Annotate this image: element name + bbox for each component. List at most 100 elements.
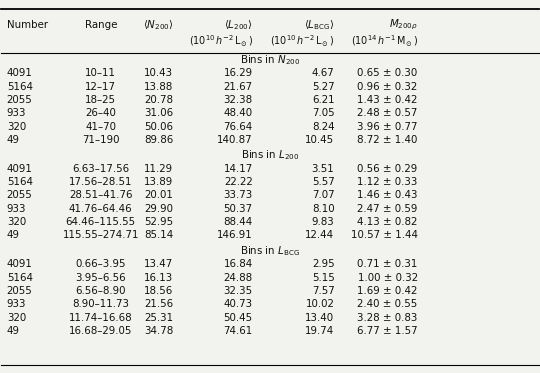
Text: 14.17: 14.17 bbox=[224, 164, 253, 174]
Text: $\langle L_{\rm BCG}\rangle$: $\langle L_{\rm BCG}\rangle$ bbox=[304, 18, 334, 32]
Text: 4091: 4091 bbox=[7, 68, 32, 78]
Text: 7.05: 7.05 bbox=[312, 108, 334, 118]
Text: Number: Number bbox=[7, 20, 48, 30]
Text: 1.69 ± 0.42: 1.69 ± 0.42 bbox=[357, 286, 418, 296]
Text: 49: 49 bbox=[7, 231, 20, 240]
Text: Bins in $L_{200}$: Bins in $L_{200}$ bbox=[241, 148, 299, 162]
Text: $\langle L_{200}\rangle$: $\langle L_{200}\rangle$ bbox=[224, 18, 253, 32]
Text: $(10^{10}\,h^{-2}\,\mathrm{L}_\odot)$: $(10^{10}\,h^{-2}\,\mathrm{L}_\odot)$ bbox=[188, 33, 253, 49]
Text: 89.86: 89.86 bbox=[144, 135, 173, 145]
Text: 76.64: 76.64 bbox=[224, 122, 253, 132]
Text: 6.56–8.90: 6.56–8.90 bbox=[76, 286, 126, 296]
Text: 34.78: 34.78 bbox=[144, 326, 173, 336]
Text: 18.56: 18.56 bbox=[144, 286, 173, 296]
Text: 20.78: 20.78 bbox=[144, 95, 173, 105]
Text: 7.07: 7.07 bbox=[312, 190, 334, 200]
Text: 25.31: 25.31 bbox=[144, 313, 173, 323]
Text: 2.47 ± 0.59: 2.47 ± 0.59 bbox=[357, 204, 418, 214]
Text: $(10^{14}\,h^{-1}\,\mathrm{M}_\odot)$: $(10^{14}\,h^{-1}\,\mathrm{M}_\odot)$ bbox=[350, 33, 418, 49]
Text: 320: 320 bbox=[7, 122, 26, 132]
Text: 320: 320 bbox=[7, 313, 26, 323]
Text: 10.02: 10.02 bbox=[306, 299, 334, 309]
Text: 4091: 4091 bbox=[7, 164, 32, 174]
Text: 0.56 ± 0.29: 0.56 ± 0.29 bbox=[357, 164, 418, 174]
Text: 50.45: 50.45 bbox=[224, 313, 253, 323]
Text: 16.68–29.05: 16.68–29.05 bbox=[69, 326, 132, 336]
Text: 29.90: 29.90 bbox=[144, 204, 173, 214]
Text: 74.61: 74.61 bbox=[224, 326, 253, 336]
Text: 2.95: 2.95 bbox=[312, 259, 334, 269]
Text: 0.71 ± 0.31: 0.71 ± 0.31 bbox=[357, 259, 418, 269]
Text: 115.55–274.71: 115.55–274.71 bbox=[63, 231, 139, 240]
Text: Bins in $N_{200}$: Bins in $N_{200}$ bbox=[240, 53, 300, 67]
Text: 5164: 5164 bbox=[7, 82, 33, 91]
Text: 10.57 ± 1.44: 10.57 ± 1.44 bbox=[351, 231, 418, 240]
Text: 933: 933 bbox=[7, 108, 26, 118]
Text: 10–11: 10–11 bbox=[85, 68, 116, 78]
Text: 33.73: 33.73 bbox=[224, 190, 253, 200]
Text: 11.74–16.68: 11.74–16.68 bbox=[69, 313, 133, 323]
Text: 8.24: 8.24 bbox=[312, 122, 334, 132]
Text: 21.56: 21.56 bbox=[144, 299, 173, 309]
Text: 4091: 4091 bbox=[7, 259, 32, 269]
Text: 8.10: 8.10 bbox=[312, 204, 334, 214]
Text: 16.13: 16.13 bbox=[144, 273, 173, 283]
Text: 10.43: 10.43 bbox=[144, 68, 173, 78]
Text: 40.73: 40.73 bbox=[224, 299, 253, 309]
Text: Range: Range bbox=[85, 20, 117, 30]
Text: 19.74: 19.74 bbox=[305, 326, 334, 336]
Text: $M_{200\rho}$: $M_{200\rho}$ bbox=[389, 18, 418, 32]
Text: 64.46–115.55: 64.46–115.55 bbox=[66, 217, 136, 227]
Text: 5.27: 5.27 bbox=[312, 82, 334, 91]
Text: 3.96 ± 0.77: 3.96 ± 0.77 bbox=[357, 122, 418, 132]
Text: 5.15: 5.15 bbox=[312, 273, 334, 283]
Text: 1.43 ± 0.42: 1.43 ± 0.42 bbox=[357, 95, 418, 105]
Text: 4.67: 4.67 bbox=[312, 68, 334, 78]
Text: 13.47: 13.47 bbox=[144, 259, 173, 269]
Text: 1.46 ± 0.43: 1.46 ± 0.43 bbox=[357, 190, 418, 200]
Text: 933: 933 bbox=[7, 204, 26, 214]
Text: 2.40 ± 0.55: 2.40 ± 0.55 bbox=[357, 299, 418, 309]
Text: 0.96 ± 0.32: 0.96 ± 0.32 bbox=[357, 82, 418, 91]
Text: 31.06: 31.06 bbox=[144, 108, 173, 118]
Text: 18–25: 18–25 bbox=[85, 95, 116, 105]
Text: 12.44: 12.44 bbox=[305, 231, 334, 240]
Text: $(10^{10}\,h^{-2}\,\mathrm{L}_\odot)$: $(10^{10}\,h^{-2}\,\mathrm{L}_\odot)$ bbox=[271, 33, 334, 49]
Text: 13.89: 13.89 bbox=[144, 177, 173, 187]
Text: 1.12 ± 0.33: 1.12 ± 0.33 bbox=[357, 177, 418, 187]
Text: 28.51–41.76: 28.51–41.76 bbox=[69, 190, 132, 200]
Text: 49: 49 bbox=[7, 135, 20, 145]
Text: 8.90–11.73: 8.90–11.73 bbox=[72, 299, 129, 309]
Text: 71–190: 71–190 bbox=[82, 135, 119, 145]
Text: 0.65 ± 0.30: 0.65 ± 0.30 bbox=[357, 68, 418, 78]
Text: 26–40: 26–40 bbox=[85, 108, 116, 118]
Text: 85.14: 85.14 bbox=[144, 231, 173, 240]
Text: 2055: 2055 bbox=[7, 190, 32, 200]
Text: 16.29: 16.29 bbox=[224, 68, 253, 78]
Text: 5.57: 5.57 bbox=[312, 177, 334, 187]
Text: 13.40: 13.40 bbox=[305, 313, 334, 323]
Text: 3.95–6.56: 3.95–6.56 bbox=[76, 273, 126, 283]
Text: 146.91: 146.91 bbox=[217, 231, 253, 240]
Text: 50.06: 50.06 bbox=[144, 122, 173, 132]
Text: 2055: 2055 bbox=[7, 95, 32, 105]
Text: 3.51: 3.51 bbox=[312, 164, 334, 174]
Text: 49: 49 bbox=[7, 326, 20, 336]
Text: 16.84: 16.84 bbox=[224, 259, 253, 269]
Text: 24.88: 24.88 bbox=[224, 273, 253, 283]
Text: 320: 320 bbox=[7, 217, 26, 227]
Text: 8.72 ± 1.40: 8.72 ± 1.40 bbox=[357, 135, 418, 145]
Text: 21.67: 21.67 bbox=[224, 82, 253, 91]
Text: 12–17: 12–17 bbox=[85, 82, 116, 91]
Text: 3.28 ± 0.83: 3.28 ± 0.83 bbox=[357, 313, 418, 323]
Text: 50.37: 50.37 bbox=[224, 204, 253, 214]
Text: 6.63–17.56: 6.63–17.56 bbox=[72, 164, 130, 174]
Text: 7.57: 7.57 bbox=[312, 286, 334, 296]
Text: 48.40: 48.40 bbox=[224, 108, 253, 118]
Text: $\langle N_{200}\rangle$: $\langle N_{200}\rangle$ bbox=[143, 18, 173, 32]
Text: 6.21: 6.21 bbox=[312, 95, 334, 105]
Text: 4.13 ± 0.82: 4.13 ± 0.82 bbox=[357, 217, 418, 227]
Text: 6.77 ± 1.57: 6.77 ± 1.57 bbox=[357, 326, 418, 336]
Text: 41.76–64.46: 41.76–64.46 bbox=[69, 204, 133, 214]
Text: 5164: 5164 bbox=[7, 177, 33, 187]
